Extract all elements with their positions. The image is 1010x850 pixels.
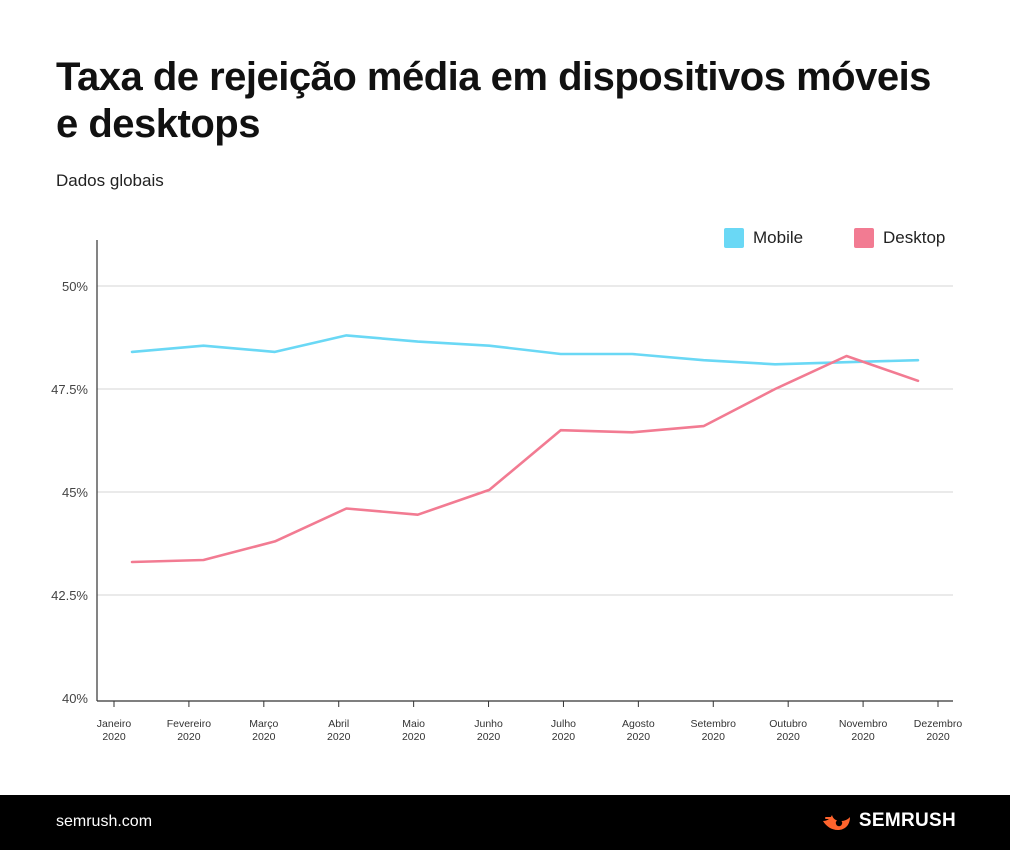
y-tick-label: 42.5%: [51, 588, 88, 603]
line-chart: 40% 42.5% 45% 47.5% 50% Janeiro 2020 Fevereiro…: [51, 228, 963, 743]
y-tick-label: 47.5%: [51, 382, 88, 397]
semrush-logo: SEMRUSH: [821, 810, 956, 832]
legend-swatch-mobile: [724, 228, 744, 248]
axes: [96, 240, 953, 702]
legend-swatch-desktop: [854, 228, 874, 248]
legend-label-desktop: Desktop: [883, 228, 945, 247]
x-tick-label: Fevereiro 2020: [167, 718, 212, 743]
series-lines: [130, 334, 920, 564]
x-tick-label: Agosto 2020: [622, 718, 655, 743]
series-line-mobile: [130, 334, 920, 366]
x-tick-label: Abril 2020: [327, 718, 351, 743]
legend: Mobile Desktop: [724, 228, 945, 248]
x-tick-label: Julho 2020: [551, 718, 576, 743]
y-tick-label: 50%: [62, 279, 88, 294]
y-tick-labels: 40% 42.5% 45% 47.5% 50%: [51, 279, 88, 706]
x-tick-label: Maio 2020: [402, 718, 426, 743]
chart-title: Taxa de rejeição média em dispositivos m…: [56, 55, 931, 146]
x-tick-label: Junho 2020: [474, 718, 503, 743]
gridlines: [97, 285, 953, 596]
semrush-flame-icon: [822, 815, 850, 830]
x-tick-label: Janeiro 2020: [97, 718, 132, 743]
chart-subtitle: Dados globais: [56, 171, 164, 190]
x-tick-labels: Janeiro 2020 Fevereiro 2020 Março 2020 Abril 20…: [97, 701, 963, 743]
x-tick-label: Setembro 2020: [691, 718, 737, 743]
x-tick-label: Novembro 2020: [839, 718, 888, 743]
footer-bar: semrush.com SEMRUSH: [0, 795, 1010, 850]
x-tick-label: Dezembro 2020: [914, 718, 963, 743]
y-tick-label: 45%: [62, 485, 88, 500]
x-tick-label: Outubro 2020: [769, 718, 807, 743]
legend-label-mobile: Mobile: [753, 228, 803, 247]
x-tick-label: Março 2020: [249, 718, 278, 743]
y-tick-label: 40%: [62, 691, 88, 706]
footer-site-link[interactable]: semrush.com: [56, 813, 153, 830]
series-line-desktop: [130, 354, 920, 564]
brand-name: SEMRUSH: [858, 810, 956, 831]
